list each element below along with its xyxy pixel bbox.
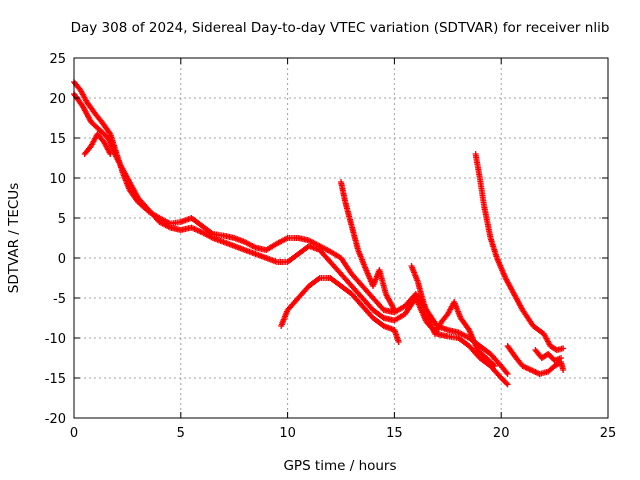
x-tick-label: 10 — [279, 426, 296, 441]
y-tick-label: 20 — [49, 92, 66, 107]
data-point — [490, 361, 497, 368]
x-axis-label: GPS time / hours — [283, 458, 396, 474]
y-tick-label: 15 — [49, 132, 66, 147]
data-point — [560, 367, 567, 373]
data-point — [560, 345, 567, 352]
y-tick-label: -20 — [45, 412, 66, 427]
series-track-f — [408, 263, 498, 369]
data-point — [491, 363, 498, 369]
y-tick-label: -5 — [53, 292, 66, 307]
y-tick-label: 5 — [58, 212, 66, 227]
x-tick-label: 0 — [70, 426, 78, 441]
series-track-c — [81, 131, 114, 157]
plot-frame — [73, 57, 609, 419]
y-tick-label: 25 — [49, 52, 66, 67]
series-track-e — [338, 179, 398, 313]
x-tick-label: 20 — [493, 426, 510, 441]
series-track-a — [71, 79, 511, 377]
data-point — [379, 314, 386, 320]
series-track-d — [278, 275, 402, 345]
data-point — [504, 381, 511, 388]
data-series — [71, 79, 567, 388]
series-track-b — [71, 91, 511, 388]
x-tick-label: 5 — [177, 426, 185, 441]
data-point — [503, 380, 510, 387]
data-point — [503, 369, 510, 376]
data-point — [395, 339, 402, 345]
x-tick-label: 15 — [386, 426, 403, 441]
y-axis-label: SDTVAR / TECUs — [6, 183, 22, 293]
data-point — [107, 151, 114, 157]
data-point — [504, 371, 511, 377]
data-point — [315, 276, 322, 282]
y-tick-label: 10 — [49, 172, 66, 187]
data-point — [391, 307, 398, 313]
grid-lines — [74, 58, 608, 418]
series-track-i — [532, 347, 565, 364]
data-point — [558, 355, 565, 361]
y-tick-label: -15 — [45, 372, 66, 387]
axis-ticks: 0 5 10 15 20 25 -20 -15 -10 -5 0 5 10 15 20 25 — [45, 52, 617, 441]
chart-title: Day 308 of 2024, Sidereal Day-to-day VTE… — [71, 20, 610, 36]
x-tick-label: 25 — [600, 426, 617, 441]
series-track-h — [504, 343, 567, 377]
y-tick-label: -10 — [45, 332, 66, 347]
series-track-g — [472, 151, 567, 353]
y-tick-label: 0 — [58, 252, 66, 267]
